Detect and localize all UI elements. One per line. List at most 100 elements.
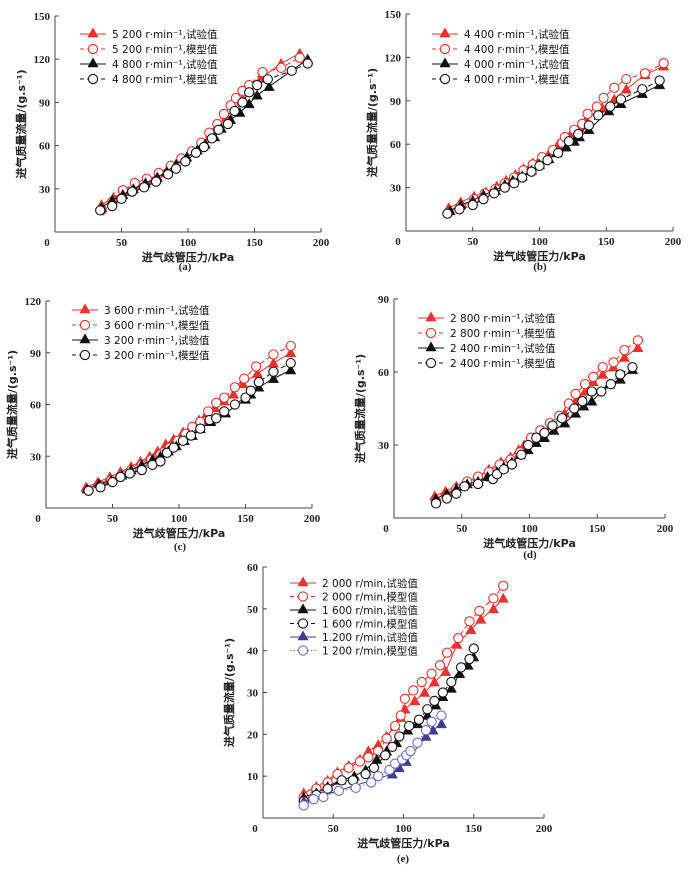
data-point bbox=[308, 794, 319, 805]
y-tick-label: 60 bbox=[39, 141, 51, 153]
x-axis-title: 进气歧管压力/kPa bbox=[142, 250, 235, 264]
y-axis-title: 进气质量流量/(g.s⁻¹) bbox=[222, 638, 236, 747]
data-point bbox=[593, 110, 604, 121]
data-point bbox=[488, 593, 499, 604]
data-point bbox=[451, 638, 463, 649]
panel-d: 0 50 100 150 200 30 60 90 进气歧管压力/kPa 进气质量流量/(g.s⁻… bbox=[353, 294, 674, 561]
data-point bbox=[237, 97, 248, 108]
legend-item: 3 600 r·min⁻¹,试验值 bbox=[72, 303, 210, 317]
data-point bbox=[428, 676, 440, 687]
legend-label: 2 800 r·min⁻¹,试验值 bbox=[450, 312, 556, 325]
data-point bbox=[203, 406, 214, 417]
legend-marker bbox=[297, 618, 309, 629]
legend-item: 1.200 r/min,试验值 bbox=[290, 630, 418, 644]
data-point bbox=[294, 52, 305, 63]
x-tick-label: 50 bbox=[107, 513, 119, 525]
data-point bbox=[445, 682, 457, 693]
data-point bbox=[155, 456, 166, 467]
data-point bbox=[426, 716, 437, 727]
x-tick-label: 100 bbox=[171, 513, 188, 525]
data-point bbox=[107, 200, 118, 212]
legend-marker bbox=[439, 43, 451, 55]
panel-label: (b) bbox=[533, 261, 547, 273]
data-point bbox=[177, 435, 189, 446]
data-point bbox=[413, 714, 425, 725]
data-point bbox=[268, 366, 279, 377]
data-point bbox=[487, 603, 499, 614]
legend-label: 2 400 r·min⁻¹,试验值 bbox=[450, 342, 556, 355]
series-5 bbox=[298, 710, 447, 811]
legend-marker bbox=[297, 591, 309, 602]
data-point bbox=[609, 82, 620, 93]
data-point bbox=[399, 693, 411, 704]
data-point bbox=[605, 379, 616, 390]
data-point bbox=[195, 423, 206, 434]
legend-label: 5 200 r·min⁻¹,试验值 bbox=[112, 28, 218, 41]
panel-a: 0 50 100 150 200 30 60 90 120 150 进气歧管压力/kPa 进气质量流量… bbox=[14, 11, 330, 273]
data-point bbox=[569, 403, 580, 414]
data-point bbox=[126, 186, 138, 197]
legend-marker bbox=[297, 603, 309, 614]
panel-e: 0 50 100 150 200 10 20 30 40 50 60 进气歧管压力/kPa 进气质量流量… bbox=[222, 562, 553, 865]
data-point bbox=[286, 65, 297, 76]
data-point bbox=[363, 752, 374, 763]
legend-item: 4 000 r·min⁻¹,模型值 bbox=[432, 73, 570, 86]
data-point bbox=[429, 695, 440, 707]
data-point bbox=[454, 668, 466, 678]
data-point bbox=[577, 396, 588, 407]
data-point bbox=[464, 616, 475, 627]
data-point bbox=[563, 136, 575, 147]
legend-item: 2 400 r·min⁻¹,模型值 bbox=[418, 357, 556, 370]
data-point bbox=[516, 172, 528, 183]
data-point bbox=[285, 347, 297, 358]
legend-marker bbox=[297, 576, 309, 587]
data-point bbox=[136, 464, 147, 476]
y-tick-label: 90 bbox=[39, 97, 51, 109]
legend-item: 4 400 r·min⁻¹,模型值 bbox=[432, 43, 570, 56]
data-point bbox=[422, 704, 433, 715]
data-point bbox=[257, 67, 268, 78]
data-point bbox=[436, 710, 447, 721]
data-point bbox=[451, 488, 462, 499]
legend-marker bbox=[79, 319, 91, 331]
data-point bbox=[285, 364, 297, 375]
x-tick-label: 50 bbox=[456, 523, 468, 535]
data-point bbox=[441, 493, 452, 504]
data-point bbox=[213, 124, 224, 135]
legend-marker bbox=[425, 311, 437, 322]
data-point bbox=[597, 361, 608, 373]
x-tick-label: 150 bbox=[246, 237, 263, 249]
data-point bbox=[620, 83, 632, 94]
series-line bbox=[448, 62, 664, 213]
legend-item: 2 000 r/min,模型值 bbox=[290, 591, 418, 604]
data-point bbox=[440, 665, 452, 676]
y-tick-label: 120 bbox=[34, 54, 51, 66]
x-tick-label: 200 bbox=[536, 823, 553, 835]
series-line bbox=[448, 65, 664, 209]
legend-label: 4 800 r·min⁻¹,试验值 bbox=[112, 58, 218, 71]
data-point bbox=[333, 785, 345, 796]
legend-marker bbox=[79, 303, 91, 314]
data-point bbox=[531, 432, 542, 443]
legend-label: 5 200 r·min⁻¹,模型值 bbox=[112, 43, 218, 56]
data-point bbox=[632, 342, 644, 352]
legend-label: 4 000 r·min⁻¹,模型值 bbox=[464, 73, 570, 86]
data-point bbox=[619, 344, 630, 356]
data-point bbox=[366, 777, 377, 788]
data-point bbox=[245, 385, 256, 396]
data-point bbox=[302, 58, 313, 69]
data-point bbox=[534, 160, 545, 172]
data-point bbox=[553, 147, 564, 159]
series-line bbox=[303, 585, 504, 798]
data-point bbox=[570, 388, 581, 400]
panel-label: (c) bbox=[174, 541, 187, 553]
data-point bbox=[579, 379, 591, 390]
y-tick-label: 60 bbox=[378, 367, 390, 379]
x-tick-label: 150 bbox=[237, 513, 254, 525]
data-point bbox=[83, 485, 94, 496]
data-point bbox=[170, 163, 182, 174]
data-point bbox=[442, 208, 453, 219]
data-point bbox=[618, 351, 630, 362]
x-tick-label: 0 bbox=[44, 237, 50, 249]
data-point bbox=[387, 741, 398, 753]
